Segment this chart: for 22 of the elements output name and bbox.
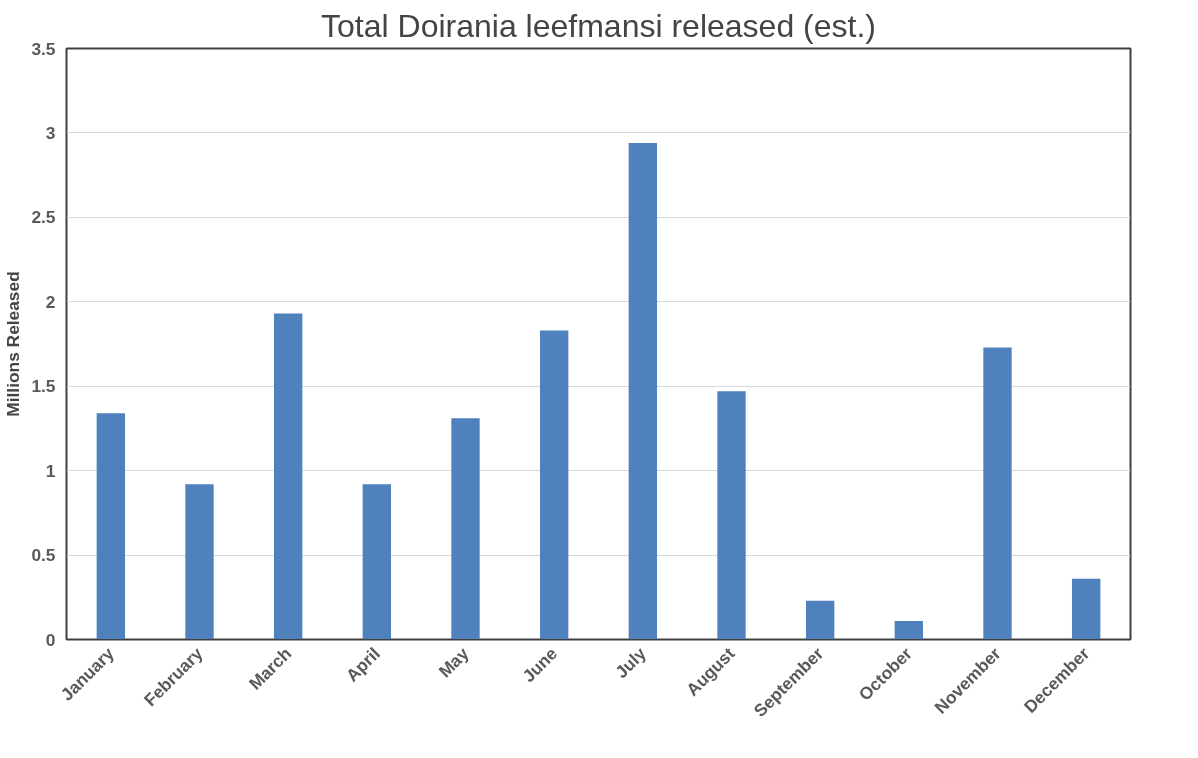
bar [539,330,569,640]
y-tick-label: 3 [45,122,56,143]
bar [1071,578,1101,640]
bar [185,484,214,640]
chart-title: Total Doirania leefmansi released (est.) [321,7,876,44]
bar [273,313,303,640]
y-tick-label: 3.5 [31,38,56,59]
y-tick-label: 1.5 [31,376,56,397]
bar [362,484,392,640]
y-tick-label: 2.5 [31,207,56,228]
bar [451,418,480,640]
bar [894,620,924,640]
y-tick-label: 0 [45,629,56,650]
bar [96,413,126,640]
y-axis-title: Millions Released [3,271,24,417]
bar [717,391,746,640]
bar [805,600,835,640]
y-tick-label: 1 [45,460,56,481]
bar [983,347,1012,640]
y-tick-label: 2 [45,291,56,312]
y-tick-label: 0.5 [31,545,56,566]
bar [628,143,658,640]
